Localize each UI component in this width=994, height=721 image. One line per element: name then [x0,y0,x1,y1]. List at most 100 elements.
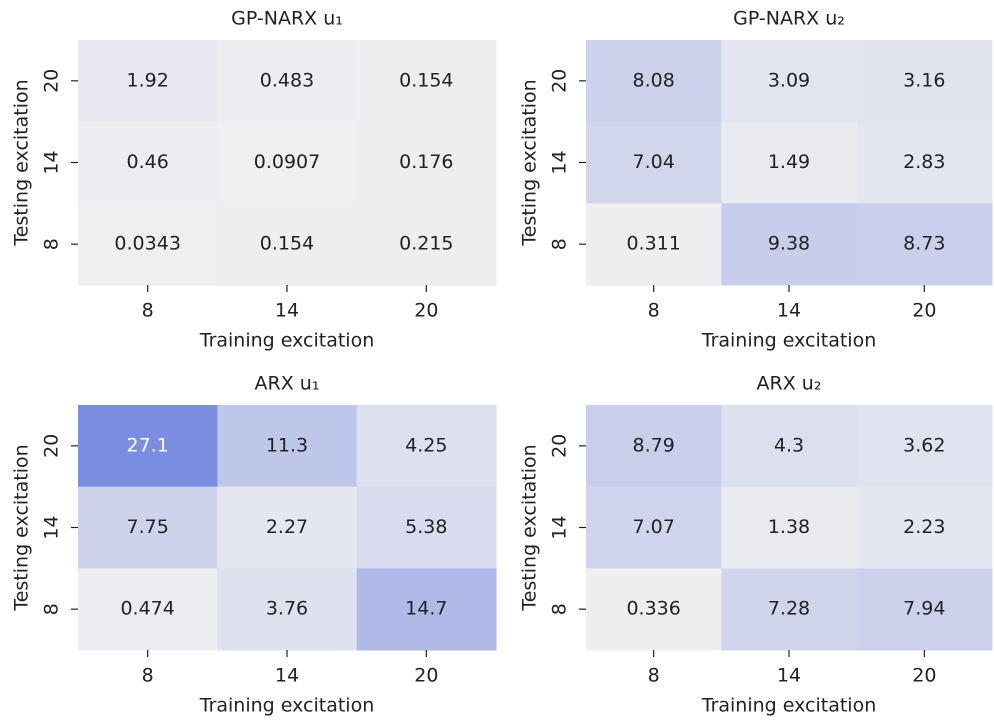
cell-label: 8.73 [903,233,945,255]
heatmap-cell [856,405,993,488]
cell-label: 0.311 [626,233,680,255]
x-tick-label: 14 [275,665,299,687]
cell-label: 2.27 [266,516,308,538]
heatmap-cell [356,568,497,651]
cell-label: 0.154 [399,69,453,91]
heatmap-cell [217,40,358,123]
panel-title: GP-NARX u₂ [733,8,845,30]
heatmap-cell [586,405,722,488]
cell-label: 0.176 [399,151,453,173]
cell-label: 3.16 [903,69,945,91]
cell-label: 7.28 [768,598,810,620]
y-tick-label: 14 [549,150,571,174]
cell-label: 3.62 [903,434,945,456]
cell-label: 1.38 [768,516,810,538]
y-tick-label: 14 [41,150,63,174]
heatmap-cell [217,121,358,204]
x-axis-label: Training excitation [199,330,375,352]
heatmap-cell [721,568,858,651]
heatmap-cell [721,40,858,123]
heatmap-cell [78,203,218,286]
heatmap-cell [586,568,722,651]
cell-label: 1.49 [768,151,810,173]
heatmap-cell [217,568,358,651]
y-axis-label: Testing excitation [11,79,33,246]
x-tick-label: 8 [142,665,154,687]
cell-label: 2.23 [903,516,945,538]
heatmap-cell [78,40,218,123]
heatmap-cell [217,486,358,569]
heatmap-cell [856,568,993,651]
y-axis-label: Testing excitation [11,444,33,611]
y-tick-label: 8 [549,603,571,615]
heatmap-cell [78,568,218,651]
x-tick-label: 20 [912,665,936,687]
x-tick-label: 14 [777,665,801,687]
heatmap-cell [78,486,218,569]
y-tick-label: 8 [41,603,63,615]
cell-label: 4.3 [774,434,804,456]
panel-title: GP-NARX u₁ [231,8,343,30]
cell-label: 7.04 [633,151,675,173]
cell-label: 0.0907 [254,151,320,173]
x-tick-label: 8 [648,665,660,687]
heatmap-cell [721,405,858,488]
x-tick-label: 14 [777,300,801,322]
cell-label: 5.38 [405,516,447,538]
heatmap-cell [856,486,993,569]
heatmap-cell [721,121,858,204]
x-tick-label: 8 [648,300,660,322]
cell-label: 2.83 [903,151,945,173]
cell-label: 4.25 [405,434,447,456]
x-tick-label: 20 [414,300,438,322]
cell-label: 0.0343 [114,233,180,255]
heatmap-cell [78,121,218,204]
heatmap-cell [586,486,722,569]
x-tick-label: 20 [414,665,438,687]
cell-label: 1.92 [127,69,169,91]
cell-label: 0.336 [626,598,680,620]
cell-label: 8.08 [633,69,675,91]
x-tick-label: 8 [142,300,154,322]
heatmap-cell [586,203,722,286]
heatmap-cell [856,121,993,204]
cell-label: 0.154 [260,233,314,255]
y-axis-label: Testing excitation [519,444,541,611]
y-tick-label: 8 [41,238,63,250]
x-tick-label: 20 [912,300,936,322]
heatmap-cell [217,203,358,286]
x-axis-label: Training excitation [701,330,877,352]
cell-label: 3.09 [768,69,810,91]
x-tick-label: 14 [275,300,299,322]
cell-label: 0.215 [399,233,453,255]
y-tick-label: 14 [41,515,63,539]
y-tick-label: 20 [41,69,63,93]
y-tick-label: 14 [549,515,571,539]
cell-label: 7.75 [127,516,169,538]
heatmap-cell [356,203,497,286]
heatmap-cell [586,121,722,204]
cell-label: 27.1 [127,434,169,456]
heatmap-cell [721,486,858,569]
heatmap-cell [356,405,497,488]
x-axis-label: Training excitation [199,695,375,717]
x-axis-label: Training excitation [701,695,877,717]
cell-label: 9.38 [768,233,810,255]
heatmap-cell [356,121,497,204]
cell-label: 11.3 [266,434,308,456]
heatmap-cell [721,203,858,286]
heatmap-cell [356,486,497,569]
heatmap-cell [356,40,497,123]
heatmap-cell [856,40,993,123]
heatmap-cell [78,405,218,488]
cell-label: 0.46 [127,151,169,173]
heatmap-cell [586,40,722,123]
cell-label: 3.76 [266,598,308,620]
heatmap-cell [856,203,993,286]
y-tick-label: 20 [41,434,63,458]
y-axis-label: Testing excitation [519,79,541,246]
cell-label: 7.94 [903,598,945,620]
panel-title: ARX u₁ [255,373,320,395]
y-tick-label: 20 [549,69,571,93]
